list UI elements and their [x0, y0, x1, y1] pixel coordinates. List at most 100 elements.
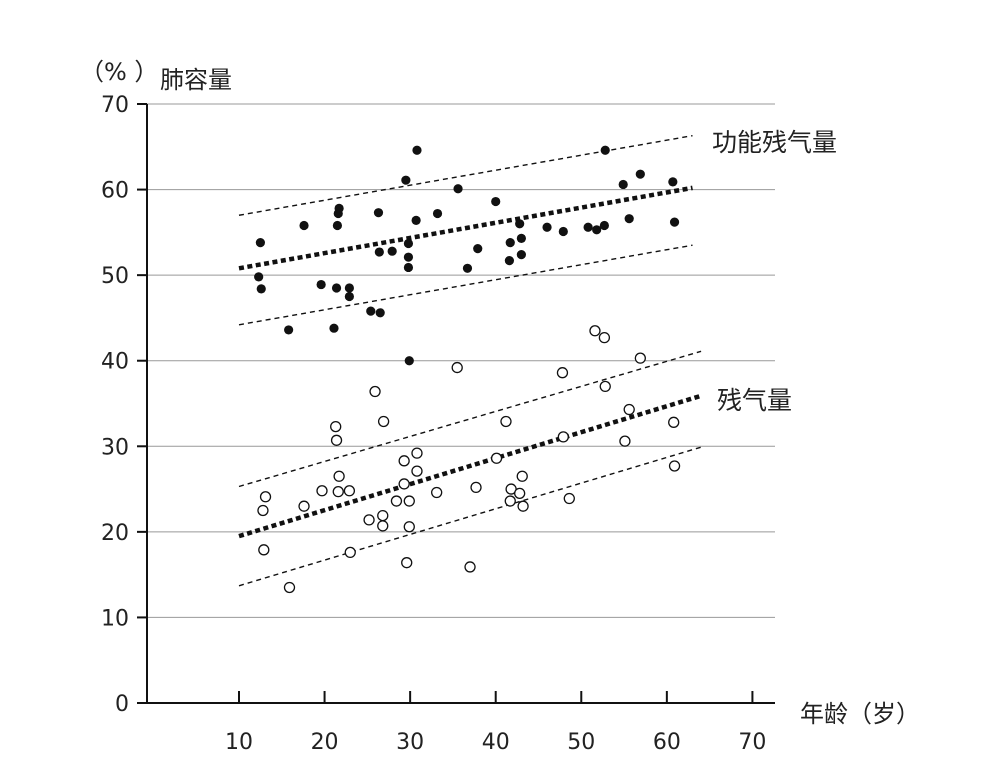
frc-point-19 [403, 238, 414, 249]
frc-point-23 [411, 215, 421, 225]
rv-point-29 [490, 452, 503, 464]
y-tick-label-60: 60 [101, 179, 129, 204]
frc-point-44 [668, 177, 678, 187]
rv-point-7 [330, 434, 343, 446]
rv-point-4 [298, 500, 310, 512]
frc-point-5 [316, 279, 326, 290]
rv-point-17 [390, 495, 403, 507]
frc-point-17 [387, 246, 397, 256]
rv-point-39 [589, 325, 601, 337]
rv-point-25 [431, 486, 443, 499]
x-tick-label-30: 30 [396, 730, 424, 755]
rv-point-19 [398, 455, 410, 467]
frc-point-27 [462, 263, 473, 273]
frc-point-18 [401, 175, 411, 185]
y-axis-unit: （% ） [80, 58, 158, 86]
frc-point-32 [515, 219, 525, 229]
rv-point-8 [332, 485, 344, 498]
rv-point-22 [403, 521, 415, 533]
axis-labels: （% ） 肺容量 年龄（岁） 功能残气量 残气量 [80, 58, 920, 728]
rv-point-41 [599, 380, 611, 393]
rv-point-45 [668, 416, 680, 428]
frc-point-42 [624, 214, 634, 224]
y-tick-label-40: 40 [101, 350, 129, 375]
rv-point-21 [403, 495, 415, 507]
rv-point-5 [316, 485, 328, 497]
rv-point-34 [516, 470, 528, 482]
axis-ticks: 0 10 20 30 40 50 60 70 10 20 30 40 50 60 70 [101, 93, 766, 755]
frc-point-12 [344, 283, 354, 293]
series-label-rv: 残气量 [717, 386, 792, 415]
frc-point-31 [505, 238, 515, 248]
x-tick-label-50: 50 [567, 730, 595, 755]
frc-point-4 [299, 220, 309, 231]
frc-point-39 [599, 220, 609, 231]
data-points [254, 145, 681, 594]
rv-point-27 [464, 561, 476, 573]
rv-point-46 [668, 460, 681, 472]
x-tick-label-20: 20 [311, 730, 339, 755]
rv-point-20 [401, 557, 413, 569]
frc-point-43 [635, 169, 645, 179]
frc-point-28 [473, 244, 483, 254]
frc-point-33 [516, 233, 526, 243]
rv-point-2 [259, 491, 272, 503]
frc-point-22 [404, 356, 414, 366]
frc-point-41 [618, 179, 628, 190]
rv-point-12 [363, 514, 375, 526]
x-axis-title: 年龄（岁） [800, 700, 920, 728]
frc-band-lower [238, 244, 693, 326]
frc-point-21 [403, 262, 414, 273]
rv-point-40 [598, 331, 611, 344]
frc-point-20 [403, 252, 414, 262]
frc-point-2 [256, 284, 266, 294]
rv-point-1 [258, 544, 270, 556]
y-axis-title: 肺容量 [160, 66, 232, 94]
frc-point-45 [669, 217, 680, 227]
rv-point-42 [619, 435, 631, 447]
y-tick-label-10: 10 [101, 606, 129, 631]
rv-point-28 [470, 481, 482, 494]
y-tick-label-30: 30 [101, 435, 129, 460]
frc-point-8 [332, 220, 343, 231]
y-tick-label-50: 50 [101, 264, 129, 289]
rv-point-37 [557, 431, 569, 443]
frc-point-34 [516, 250, 526, 260]
frc-point-35 [542, 222, 552, 232]
frc-point-25 [432, 208, 443, 219]
x-tick-label-40: 40 [482, 730, 510, 755]
frc-point-13 [366, 306, 376, 316]
rv-point-30 [500, 415, 512, 428]
frc-point-30 [504, 256, 515, 266]
rv-point-11 [344, 546, 356, 559]
rv-point-24 [411, 465, 423, 477]
frc-point-3 [284, 325, 294, 335]
frc-point-11 [344, 291, 354, 302]
rv-point-0 [257, 504, 269, 517]
rv-point-43 [623, 403, 635, 416]
rv-point-44 [634, 352, 646, 364]
y-tick-label-70: 70 [101, 93, 129, 118]
frc-point-15 [374, 247, 384, 257]
frc-point-29 [491, 196, 501, 207]
rv-point-38 [563, 492, 575, 505]
frc-trend-line [238, 185, 693, 271]
rv-point-6 [330, 420, 342, 433]
y-tick-label-20: 20 [101, 521, 129, 546]
confidence-bands [238, 134, 702, 587]
rv-point-23 [411, 447, 423, 459]
rv-point-3 [283, 581, 296, 594]
x-tick-label-70: 70 [738, 730, 766, 755]
rv-point-26 [451, 361, 463, 374]
rv-point-35 [517, 500, 529, 512]
frc-point-38 [592, 225, 602, 235]
rv-point-15 [377, 520, 389, 532]
series-label-frc: 功能残气量 [712, 128, 837, 157]
frc-point-1 [254, 272, 264, 282]
frc-point-26 [453, 184, 463, 194]
frc-point-24 [412, 145, 422, 155]
trend-lines [238, 185, 702, 539]
rv-point-18 [398, 478, 410, 490]
frc-point-10 [334, 203, 344, 214]
x-tick-label-60: 60 [653, 730, 681, 755]
